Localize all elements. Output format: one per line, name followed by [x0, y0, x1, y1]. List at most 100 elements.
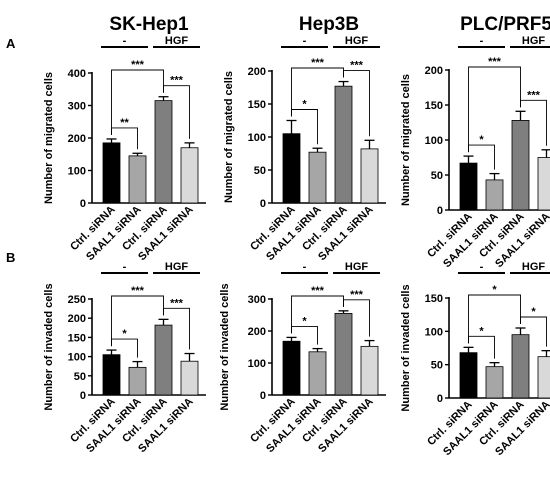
bar: [485, 179, 504, 211]
bar: [102, 142, 121, 204]
bar: [128, 366, 147, 396]
significance-label: *: [302, 99, 307, 111]
bar: [154, 100, 173, 204]
group-label: -: [123, 261, 127, 273]
y-tick-label: 50: [431, 170, 443, 182]
significance-bracket: [468, 294, 521, 344]
y-axis-label: Number of invaded cells: [219, 283, 231, 410]
significance-label: ***: [131, 285, 145, 297]
significance-bracket: [111, 69, 164, 135]
y-tick-label: 100: [68, 166, 86, 178]
significance-bracket: [343, 299, 370, 337]
bar: [360, 345, 379, 396]
bar: [511, 120, 530, 211]
y-tick-label: 250: [68, 294, 86, 306]
y-tick-label: 150: [248, 99, 266, 111]
chart-panel-4: - HGF 0 50 100 150 200 250 Number of invaded cel…: [43, 261, 206, 455]
group-label: -: [480, 261, 484, 273]
bar: [459, 162, 478, 211]
significance-label: ***: [350, 60, 364, 72]
significance-bracket: [163, 307, 190, 350]
bar: [128, 155, 147, 204]
y-tick-label: 200: [248, 326, 266, 338]
y-tick-label: 50: [74, 371, 86, 383]
bar: [308, 351, 327, 396]
significance-label: ***: [170, 297, 184, 309]
y-tick-label: 300: [248, 294, 266, 306]
significance-label: **: [120, 117, 129, 129]
y-tick-label: 50: [431, 360, 443, 372]
chart-panel-1: SK-Hep1- HGF 0 100 200 300 400 Number of migrat…: [43, 14, 206, 263]
bar: [537, 157, 550, 211]
significance-label: *: [531, 306, 536, 318]
y-tick-label: 0: [260, 390, 266, 402]
y-tick-label: 0: [80, 390, 86, 402]
group-label: HGF: [165, 35, 189, 47]
y-tick-label: 200: [68, 313, 86, 325]
y-axis-label: Number of invaded cells: [43, 283, 55, 410]
significance-label: ***: [488, 56, 502, 68]
y-tick-label: 100: [68, 352, 86, 364]
significance-label: ***: [350, 289, 364, 301]
chart-panel-2: Hep3B- HGF 0 50 100 150 200 Number of migrated …: [223, 14, 386, 263]
significance-label: ***: [527, 89, 541, 101]
significance-label: ***: [131, 59, 145, 71]
y-tick-label: 0: [437, 205, 443, 217]
y-tick-label: 50: [254, 165, 266, 177]
significance-label: ***: [311, 57, 325, 69]
significance-label: ***: [170, 75, 184, 87]
y-axis-label: Number of migrated cells: [400, 74, 412, 206]
y-tick-label: 100: [248, 358, 266, 370]
significance-bracket: [468, 66, 521, 153]
y-tick-label: 100: [248, 132, 266, 144]
bar: [154, 324, 173, 396]
group-label: -: [303, 261, 307, 273]
significance-bracket: [163, 85, 190, 139]
y-tick-label: 150: [68, 332, 86, 344]
y-axis-label: Number of migrated cells: [43, 72, 55, 204]
significance-bracket: [343, 70, 370, 137]
panel-label-b: B: [6, 250, 15, 265]
significance-bracket: [520, 99, 547, 146]
significance-label: *: [479, 134, 484, 146]
chart-title: PLC/PRF5: [460, 14, 550, 35]
y-tick-label: 300: [68, 101, 86, 113]
bar: [102, 354, 121, 396]
significance-bracket: [520, 316, 547, 347]
group-label: HGF: [522, 261, 546, 273]
y-tick-label: 100: [425, 135, 443, 147]
group-label: HGF: [522, 35, 546, 47]
bar: [334, 85, 353, 204]
group-label: HGF: [345, 261, 369, 273]
y-tick-label: 150: [425, 293, 443, 305]
bar: [459, 352, 478, 399]
group-label: -: [123, 35, 127, 47]
chart-title: SK-Hep1: [109, 14, 189, 35]
significance-label: *: [492, 284, 497, 296]
bar: [511, 334, 530, 399]
y-tick-label: 0: [80, 198, 86, 210]
y-tick-label: 400: [68, 68, 86, 80]
y-tick-label: 100: [425, 326, 443, 338]
panel-label-a: A: [6, 36, 16, 51]
y-tick-label: 0: [437, 393, 443, 405]
significance-label: *: [122, 328, 127, 340]
chart-title: Hep3B: [299, 14, 359, 35]
bar: [537, 356, 550, 399]
bar: [282, 340, 301, 396]
significance-label: ***: [311, 285, 325, 297]
bar: [308, 151, 327, 204]
group-label: -: [480, 35, 484, 47]
y-tick-label: 150: [425, 100, 443, 112]
group-label: -: [303, 35, 307, 47]
bar: [360, 148, 379, 204]
bar: [180, 360, 199, 396]
y-tick-label: 200: [68, 133, 86, 145]
group-label: HGF: [165, 261, 189, 273]
bar: [334, 312, 353, 396]
